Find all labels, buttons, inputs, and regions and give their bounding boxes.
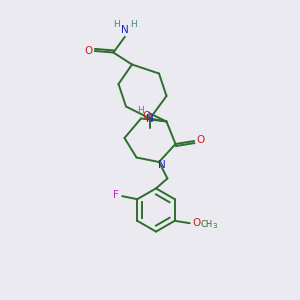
Text: O: O — [84, 46, 92, 56]
Text: H: H — [130, 20, 136, 29]
Text: N: N — [146, 113, 154, 124]
Text: O: O — [142, 111, 150, 121]
Text: F: F — [113, 190, 118, 200]
Text: N: N — [121, 25, 129, 35]
Text: 3: 3 — [212, 223, 217, 229]
Text: CH: CH — [200, 220, 212, 229]
Text: O: O — [192, 218, 200, 228]
Text: H: H — [137, 106, 144, 115]
Text: N: N — [158, 160, 166, 170]
Text: O: O — [196, 135, 205, 146]
Text: H: H — [113, 20, 120, 29]
